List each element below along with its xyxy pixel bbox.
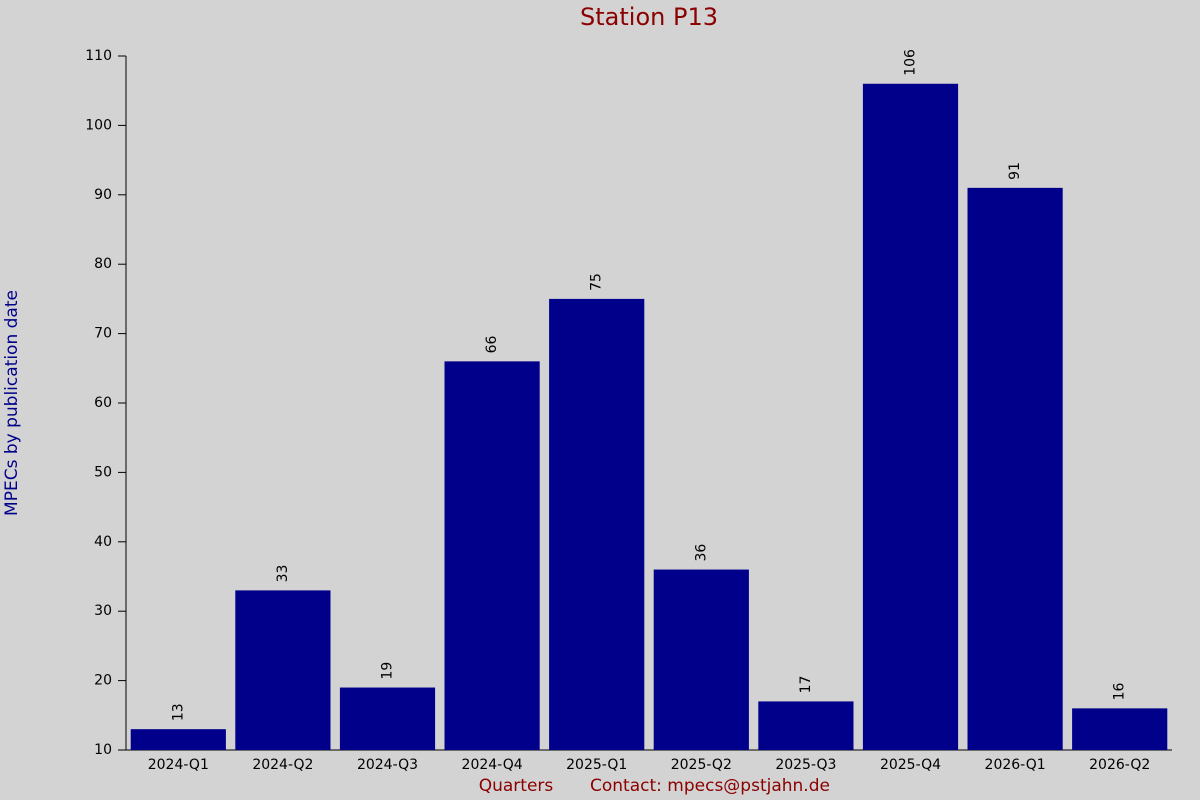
y-axis-label: MPECs by publication date — [2, 290, 22, 516]
x-axis-label: Quarters — [479, 776, 554, 796]
y-tick-label: 50 — [94, 464, 112, 480]
y-tick-label: 100 — [85, 117, 112, 133]
x-tick-label: 2026-Q2 — [1089, 757, 1150, 773]
bar — [130, 729, 226, 750]
value-label: 36 — [693, 544, 709, 562]
y-tick-label: 20 — [94, 673, 112, 689]
y-tick-label: 30 — [94, 603, 112, 619]
x-tick-label: 2024-Q2 — [252, 757, 313, 773]
y-tick-label: 40 — [94, 534, 112, 550]
value-label: 17 — [798, 676, 814, 694]
value-label: 33 — [275, 565, 291, 583]
y-tick-label: 60 — [94, 395, 112, 411]
x-tick-label: 2025-Q3 — [775, 757, 836, 773]
y-tick-label: 80 — [94, 256, 112, 272]
contact: Contact: mpecs@pstjahn.de — [590, 776, 830, 796]
x-tick-label: 2025-Q1 — [566, 757, 627, 773]
bar — [444, 361, 540, 750]
x-tick-label: 2024-Q3 — [357, 757, 418, 773]
bar — [235, 590, 331, 750]
value-label: 13 — [170, 703, 186, 721]
bar — [549, 298, 645, 750]
value-label: 16 — [1112, 682, 1128, 700]
bar — [967, 187, 1063, 751]
x-tick-label: 2025-Q2 — [671, 757, 732, 773]
bar — [1072, 708, 1168, 750]
y-tick-label: 110 — [85, 48, 112, 64]
bar — [758, 701, 854, 750]
x-tick-label: 2026-Q1 — [985, 757, 1046, 773]
x-tick-label: 2024-Q1 — [148, 757, 209, 773]
y-tick-label: 10 — [94, 742, 112, 758]
value-label: 19 — [380, 662, 396, 680]
bar — [339, 687, 436, 750]
value-label: 75 — [589, 273, 605, 291]
y-tick-label: 70 — [94, 326, 112, 342]
bar — [862, 83, 959, 750]
x-tick-label: 2024-Q4 — [462, 757, 523, 773]
value-label: 106 — [903, 49, 919, 76]
value-label: 91 — [1007, 162, 1023, 180]
value-label: 66 — [484, 335, 500, 353]
bar — [653, 569, 749, 750]
x-tick-label: 2025-Q4 — [880, 757, 941, 773]
y-tick-label: 90 — [94, 187, 112, 203]
chart-title: Station P13 — [580, 3, 718, 31]
